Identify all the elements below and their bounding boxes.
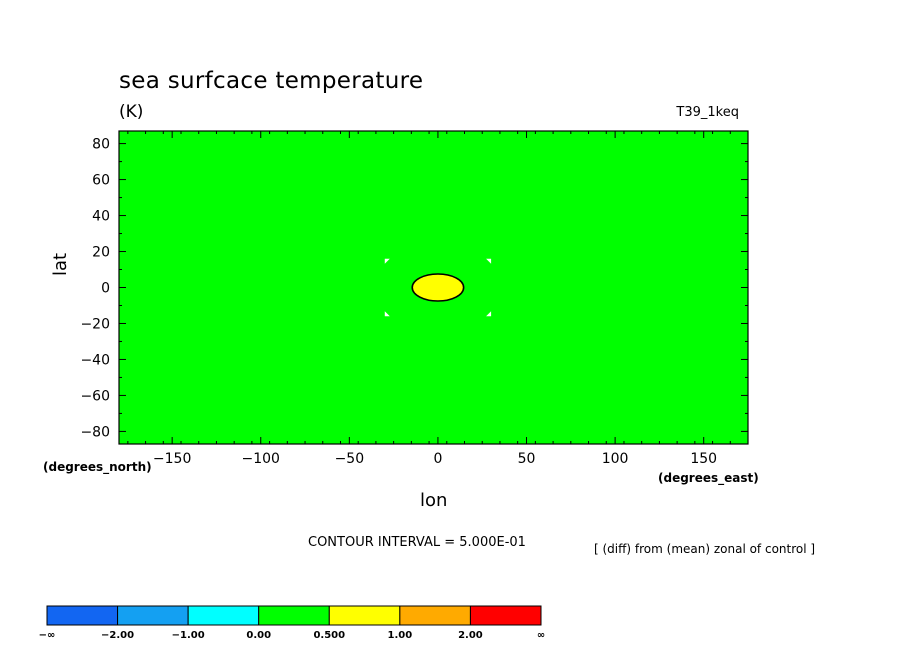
colorbar-segment (117, 605, 189, 626)
colorbar-label: 0.00 (246, 630, 271, 641)
y-axis-units: (degrees_north) (43, 460, 152, 474)
y-tick-label: 0 (101, 281, 110, 297)
x-axis-label: lon (420, 490, 448, 511)
colorbar-label: 1.00 (388, 630, 413, 641)
x-tick-label: 100 (602, 451, 629, 467)
colorbar-label: −∞ (39, 630, 56, 641)
chart-units: (K) (119, 102, 144, 122)
x-tick-label: −50 (335, 451, 365, 467)
y-tick-label: 40 (92, 209, 110, 225)
colorbar-label: 2.00 (458, 630, 483, 641)
y-tick-label: −80 (80, 424, 110, 440)
colorbar-segment (469, 605, 542, 626)
colorbar-segment (46, 605, 119, 626)
x-tick-label: 150 (690, 451, 717, 467)
anomaly-contour (411, 273, 465, 302)
x-axis-units: (degrees_east) (658, 471, 759, 485)
x-tick-label: −150 (153, 451, 191, 467)
run-id: T39_1keq (676, 105, 739, 120)
x-tick-label: −100 (242, 451, 280, 467)
colorbar-segment (328, 605, 401, 626)
notch-ne (486, 258, 492, 264)
colorbar-label: ∞ (537, 630, 545, 641)
colorbar-label: −2.00 (101, 630, 134, 641)
colorbar-label: −1.00 (172, 630, 205, 641)
contour-interval: CONTOUR INTERVAL = 5.000E-01 (308, 535, 526, 550)
colorbar-label: 0.500 (313, 630, 345, 641)
notch-sw (384, 311, 390, 317)
y-tick-label: 20 (92, 245, 110, 261)
colorbar-segment (258, 605, 330, 626)
y-tick-label: 80 (92, 137, 110, 153)
difference-note: [ (diff) from (mean) zonal of control ] (594, 542, 816, 556)
y-tick-label: −40 (80, 352, 110, 368)
notch-nw (384, 258, 390, 264)
y-tick-label: −20 (80, 316, 110, 332)
colorbar-segment (399, 605, 471, 626)
notch-se (486, 311, 492, 317)
y-tick-label: −60 (80, 388, 110, 404)
x-tick-label: 50 (518, 451, 536, 467)
colorbar-segment (187, 605, 260, 626)
chart-title: sea surfcace temperature (119, 68, 424, 94)
x-tick-label: 0 (433, 451, 442, 467)
y-tick-label: 60 (92, 173, 110, 189)
